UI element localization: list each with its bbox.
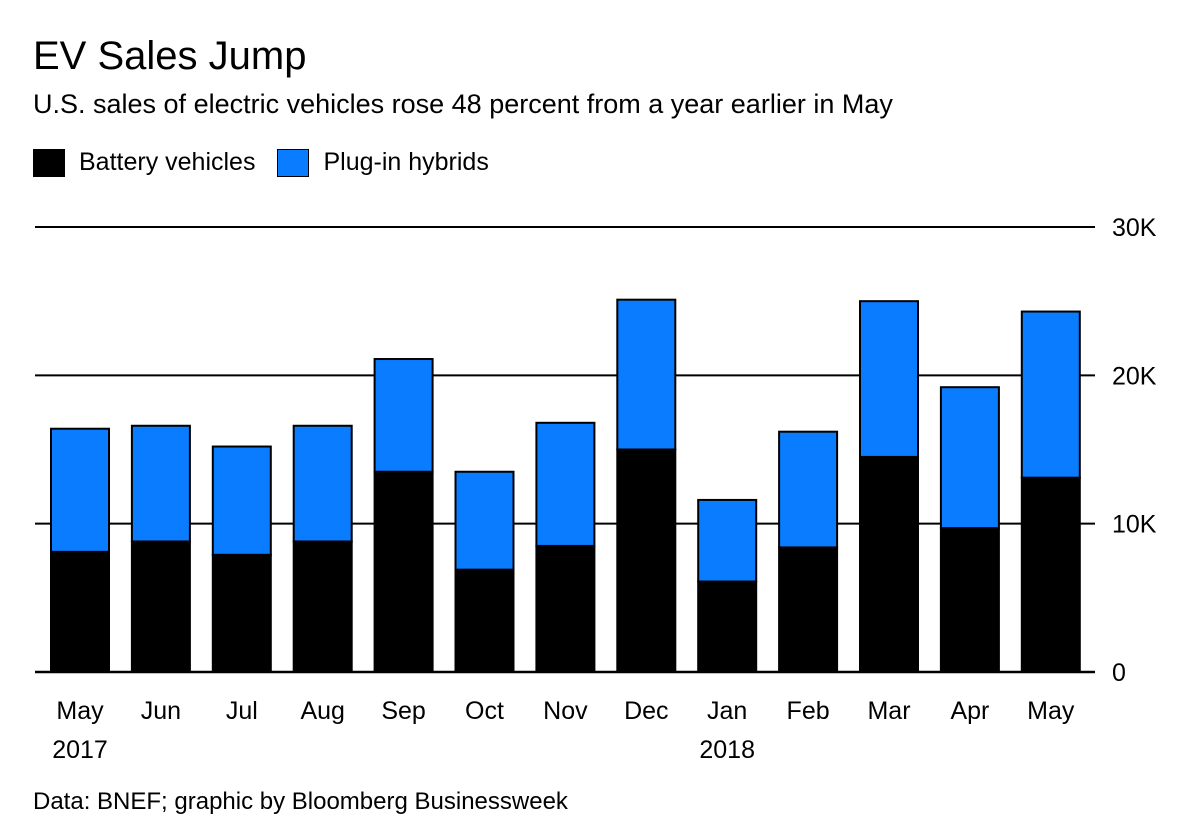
x-tick-label: Aug [300,697,344,725]
x-tick-label: Sep [381,697,425,725]
bar-plugin [211,445,272,556]
x-tick-label: Jun [141,697,181,725]
chart-title: EV Sales Jump [33,34,307,78]
bar-battery [616,448,677,673]
x-tick-label: Nov [543,697,588,725]
bar-plugin [778,430,839,549]
bar-battery [50,550,110,673]
chart-subtitle: U.S. sales of electric vehicles rose 48 … [33,89,893,119]
bar-battery [211,553,272,673]
bar-battery [939,527,1000,673]
bar-battery [454,568,515,674]
bar-battery [130,540,191,674]
legend: Battery vehicles Plug-in hybrids [33,148,511,177]
bar-battery [778,546,839,674]
legend-label-plugin: Plug-in hybrids [323,148,489,176]
legend-item-plugin: Plug-in hybrids [277,148,489,177]
y-tick-label: 10K [1112,511,1157,539]
bar-plugin [859,300,919,458]
x-tick-label: Mar [867,697,910,725]
bar-plugin [616,298,677,451]
bar-plugin [373,358,434,473]
bar-battery [1020,476,1081,673]
bar-plugin [50,427,110,553]
bar-battery [859,455,919,673]
bar-plugin [130,424,191,543]
x-tick-label: Jan [707,697,747,725]
x-tick-label: May [1027,697,1075,725]
y-tick-label: 30K [1112,214,1157,242]
legend-label-battery: Battery vehicles [79,148,256,176]
legend-item-battery: Battery vehicles [33,148,255,177]
bar-battery [373,470,434,673]
x-tick-label: Jul [226,697,258,725]
x-year-label: 2018 [699,736,755,764]
bar-plugin [697,498,758,583]
bar-battery [292,540,353,674]
bar-battery [697,580,758,673]
y-tick-label: 0 [1112,659,1126,687]
x-tick-label: Dec [624,697,668,725]
legend-swatch-plugin [277,148,310,177]
bar-plugin [292,424,353,543]
x-tick-label: Oct [465,697,504,725]
bar-plugin [939,386,1000,530]
x-tick-label: Apr [950,697,989,725]
y-tick-label: 20K [1112,362,1157,390]
bar-plugin [1020,310,1081,479]
source-note: Data: BNEF; graphic by Bloomberg Busines… [33,788,568,815]
x-year-label: 2017 [52,736,108,764]
legend-swatch-battery [33,148,65,177]
x-tick-label: Feb [787,697,830,725]
bar-battery [535,544,596,674]
x-tick-label: May [56,697,104,725]
bar-plugin [535,421,596,547]
bar-plugin [454,470,515,571]
